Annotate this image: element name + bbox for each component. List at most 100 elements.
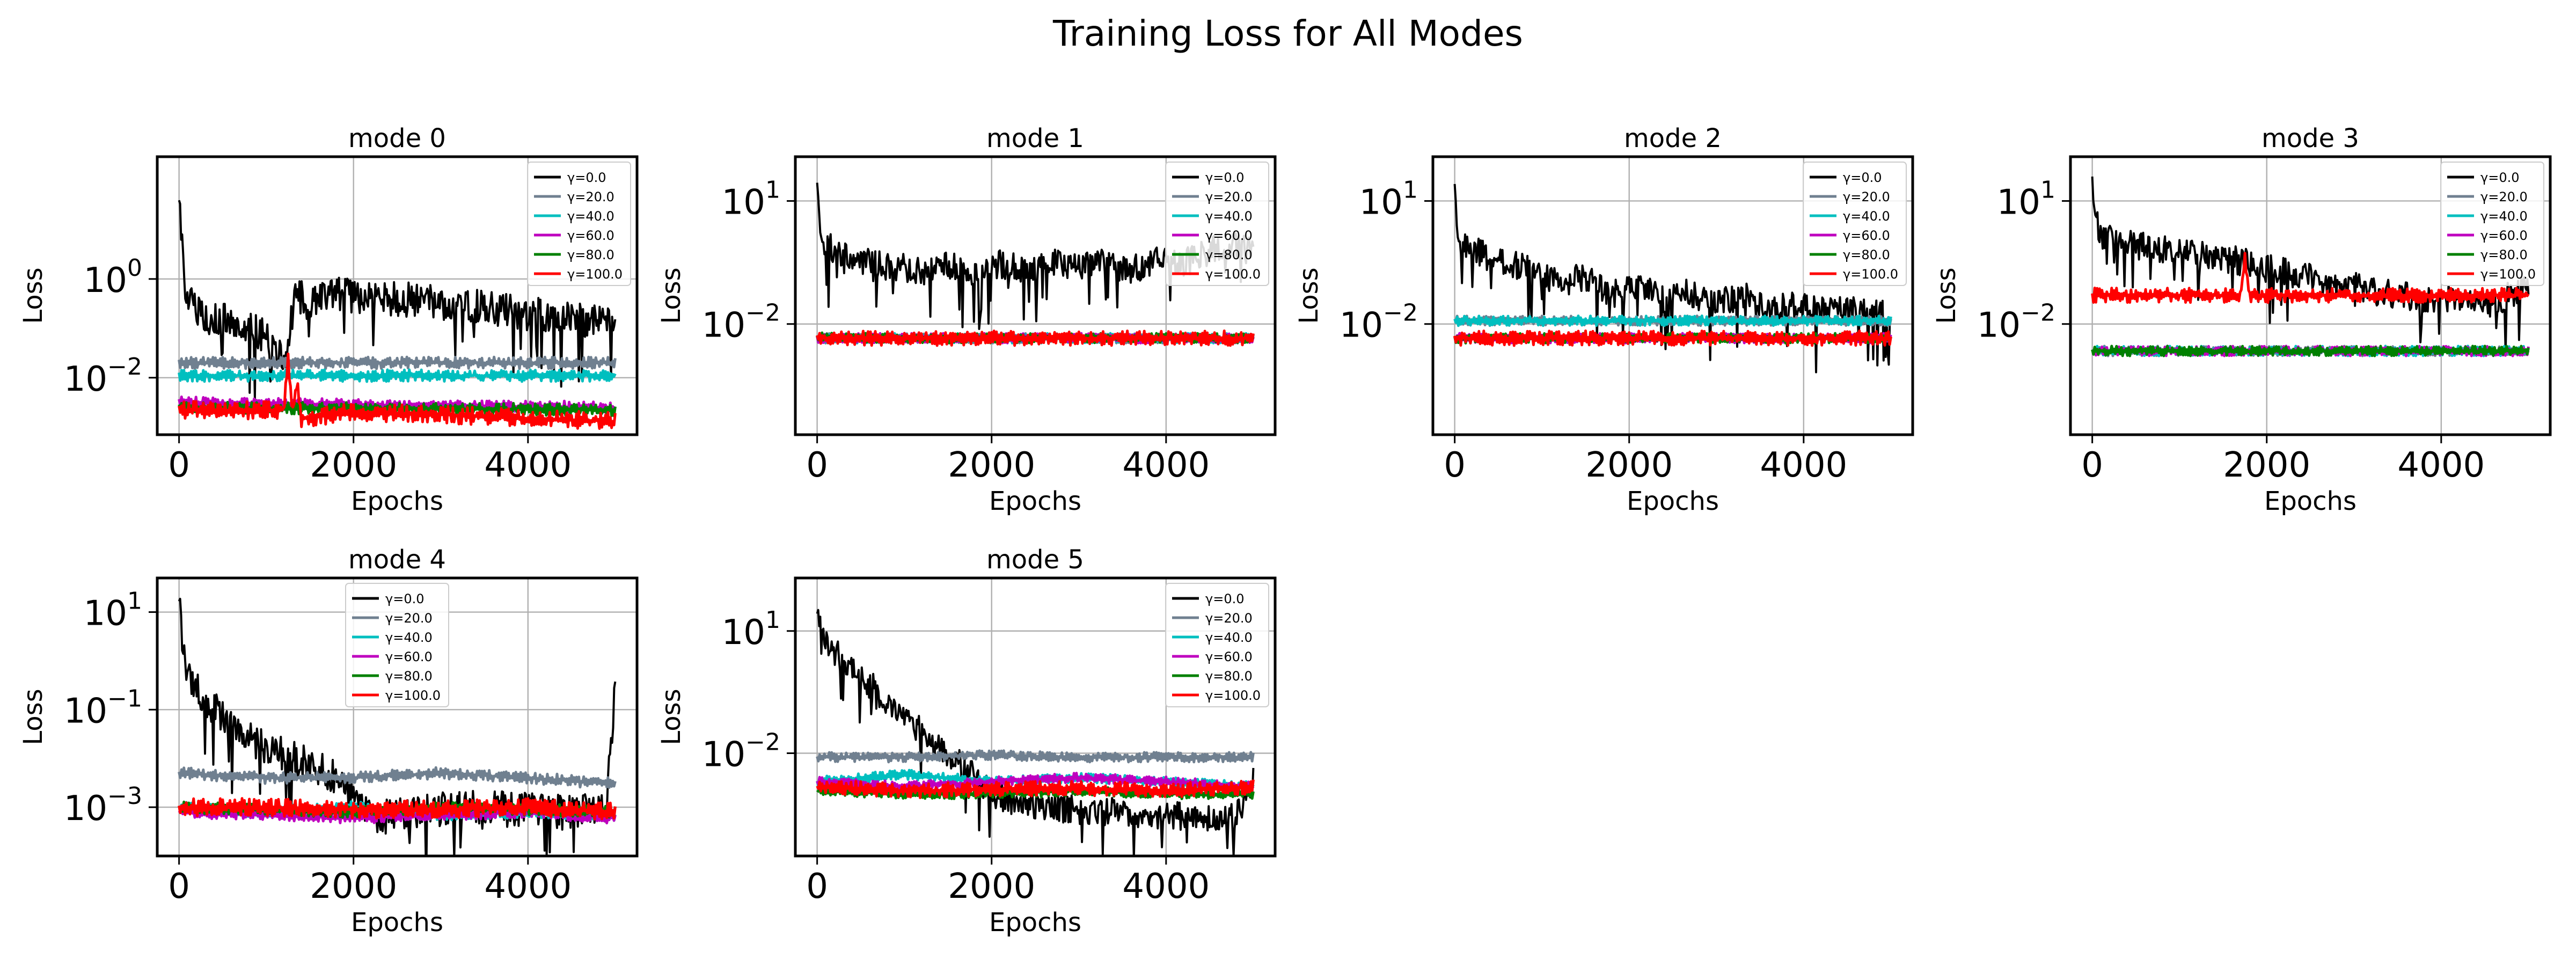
x-axis-label: Epochs <box>989 486 1081 516</box>
x-tick-label: 0 <box>168 445 190 485</box>
legend: γ=0.0 γ=20.0 γ=40.0 γ=60.0 γ=80.0 γ=100.0 <box>2440 162 2544 286</box>
series-line-5 <box>178 352 617 430</box>
y-tick-label: 101 <box>84 588 142 634</box>
x-tick-label: 4000 <box>484 867 572 906</box>
subplot-title: mode 3 <box>2262 123 2359 153</box>
legend-label: γ=20.0 <box>1205 189 1253 204</box>
x-axis-label: Epochs <box>351 908 443 938</box>
series-line-0 <box>816 609 1255 856</box>
legend-label: γ=80.0 <box>1205 669 1253 684</box>
x-tick-label: 4000 <box>1760 445 1847 485</box>
legend-label: γ=80.0 <box>1843 247 1890 262</box>
legend-label: γ=20.0 <box>385 611 433 626</box>
series-line-5 <box>2091 252 2530 304</box>
y-axis-label: Loss <box>656 267 686 324</box>
y-axis-label: Loss <box>656 689 686 745</box>
x-tick-label: 2000 <box>1585 445 1673 485</box>
legend-label: γ=40.0 <box>1205 630 1253 645</box>
x-tick-label: 4000 <box>2397 445 2485 485</box>
subplot-mode-0: 0 2000 4000 100 10−2 mode 0 Epochs Loss γ=0.0 γ=2… <box>18 123 639 516</box>
axes-frame <box>156 576 639 858</box>
x-tick-label: 0 <box>168 867 190 906</box>
subplot-mode-4: 0 2000 4000 101 10−1 10−3 mode 4 Epochs Loss γ=0.… <box>18 545 639 938</box>
series-line-5 <box>816 779 1255 799</box>
subplot-title: mode 1 <box>986 123 1084 153</box>
y-tick-label: 10−3 <box>64 782 142 829</box>
y-axis-label: Loss <box>18 689 48 745</box>
legend-label: γ=80.0 <box>567 247 614 262</box>
subplot-title: mode 2 <box>1624 123 1722 153</box>
series-group <box>178 200 617 430</box>
y-axis-label: Loss <box>1931 267 1962 324</box>
axes-frame <box>2069 155 2552 436</box>
axes-frame <box>794 155 1277 436</box>
y-tick-label: 101 <box>722 176 780 222</box>
legend-label: γ=40.0 <box>567 209 614 224</box>
legend-label: γ=60.0 <box>567 228 614 243</box>
y-tick-label: 10−1 <box>64 685 142 731</box>
y-tick-label: 10−2 <box>1340 299 1418 346</box>
y-tick-label: 10−2 <box>64 353 142 399</box>
series-line-1 <box>178 766 617 789</box>
subplot-title: mode 5 <box>986 545 1084 575</box>
legend-label: γ=100.0 <box>567 267 623 282</box>
series-line-5 <box>178 797 617 821</box>
x-tick-label: 2000 <box>2223 445 2310 485</box>
series-line-5 <box>1453 330 1892 347</box>
legend-label: γ=0.0 <box>1205 170 1244 185</box>
legend-label: γ=20.0 <box>567 189 614 204</box>
y-tick-label: 10−2 <box>1977 299 2055 346</box>
legend-label: γ=60.0 <box>1205 649 1253 664</box>
legend-label: γ=60.0 <box>1843 228 1890 243</box>
series-group <box>2091 176 2530 357</box>
x-tick-label: 0 <box>1444 445 1466 485</box>
legend-label: γ=60.0 <box>1205 228 1253 243</box>
legend-label: γ=60.0 <box>385 649 433 664</box>
x-tick-label: 4000 <box>1122 445 1210 485</box>
legend-label: γ=40.0 <box>2480 209 2528 224</box>
legend-label: γ=100.0 <box>1205 688 1261 703</box>
series-line-5 <box>816 330 1255 347</box>
legend-label: γ=0.0 <box>1843 170 1882 185</box>
legend-label: γ=80.0 <box>385 669 433 684</box>
legend-label: γ=100.0 <box>2480 267 2536 282</box>
x-tick-label: 0 <box>806 867 828 906</box>
legend-label: γ=100.0 <box>385 688 441 703</box>
subplot-mode-1: 0 2000 4000 101 10−2 mode 1 Epochs Loss γ=0.0 γ=2… <box>656 123 1277 516</box>
x-axis-label: Epochs <box>1627 486 1719 516</box>
y-tick-label: 101 <box>1359 176 1418 222</box>
x-tick-label: 0 <box>2081 445 2103 485</box>
legend-label: γ=100.0 <box>1205 267 1261 282</box>
series-group <box>178 597 617 856</box>
legend: γ=0.0 γ=20.0 γ=40.0 γ=60.0 γ=80.0 γ=100.0 <box>527 162 631 286</box>
legend-label: γ=40.0 <box>385 630 433 645</box>
legend-label: γ=60.0 <box>2480 228 2528 243</box>
subplot-mode-5: 0 2000 4000 101 10−2 mode 5 Epochs Loss γ=0.0 γ=2… <box>656 545 1277 938</box>
legend-label: γ=20.0 <box>1205 611 1253 626</box>
x-tick-label: 2000 <box>310 867 397 906</box>
legend: γ=0.0 γ=20.0 γ=40.0 γ=60.0 γ=80.0 γ=100.0 <box>1165 162 1269 286</box>
x-axis-label: Epochs <box>2264 486 2357 516</box>
y-tick-label: 10−2 <box>702 299 780 346</box>
x-tick-label: 2000 <box>948 445 1035 485</box>
legend-label: γ=100.0 <box>1843 267 1898 282</box>
x-axis-label: Epochs <box>989 908 1081 938</box>
y-tick-label: 10−2 <box>702 728 780 774</box>
axes-frame <box>1431 155 1914 436</box>
legend-label: γ=20.0 <box>1843 189 1890 204</box>
legend-label: γ=80.0 <box>1205 247 1253 262</box>
legend-label: γ=40.0 <box>1205 209 1253 224</box>
y-axis-label: Loss <box>1294 267 1324 324</box>
series-line-1 <box>816 749 1255 764</box>
legend-label: γ=80.0 <box>2480 247 2528 262</box>
x-tick-label: 4000 <box>1122 867 1210 906</box>
x-tick-label: 2000 <box>310 445 397 485</box>
subplot-mode-2: 0 2000 4000 101 10−2 mode 2 Epochs Loss γ=0.0 γ=2… <box>1294 123 1914 516</box>
series-line-4 <box>178 400 617 418</box>
series-line-1 <box>178 355 617 370</box>
legend: γ=0.0 γ=20.0 γ=40.0 γ=60.0 γ=80.0 γ=100.0 <box>1803 162 1907 286</box>
y-tick-label: 101 <box>1997 176 2055 222</box>
series-line-4 <box>2091 345 2530 357</box>
legend-label: γ=0.0 <box>385 591 424 606</box>
